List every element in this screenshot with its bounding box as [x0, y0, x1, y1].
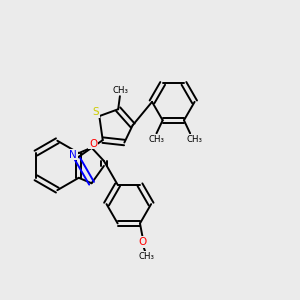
Text: N: N — [69, 149, 77, 160]
Text: CH₃: CH₃ — [112, 85, 128, 94]
Text: CH₃: CH₃ — [186, 135, 202, 144]
Text: O: O — [139, 237, 147, 247]
Text: S: S — [93, 107, 99, 117]
Text: O: O — [89, 139, 98, 148]
Text: CH₃: CH₃ — [138, 252, 154, 261]
Text: CH₃: CH₃ — [149, 135, 165, 144]
